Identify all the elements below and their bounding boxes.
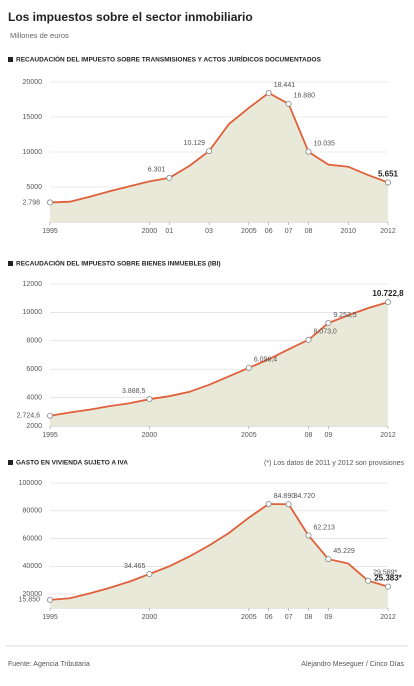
credit: Alejandro Meseguer / Cinco Días	[301, 661, 404, 668]
x-tick-label: 09	[324, 432, 332, 439]
point	[265, 500, 272, 507]
area	[50, 503, 388, 608]
value-label: 84.890	[274, 493, 296, 500]
x-tick-label: 06	[265, 228, 273, 235]
value-label: 62.213	[313, 524, 335, 531]
value-label: 25.383*	[374, 574, 402, 583]
value-label: 16.880	[294, 93, 316, 100]
subtitle: Millones de euros	[10, 31, 69, 40]
y-tick-label: 20000	[23, 79, 43, 86]
y-tick-label: 8000	[26, 338, 42, 345]
value-label: 84.720	[294, 493, 316, 500]
value-label: 29.589*	[373, 570, 397, 577]
x-tick-label: 2012	[380, 614, 396, 621]
value-label: 3.888,5	[122, 388, 145, 395]
value-label: 5.651	[378, 170, 399, 179]
x-tick-label: 08	[305, 432, 313, 439]
x-tick-label: 1995	[42, 614, 58, 621]
point	[285, 501, 292, 508]
value-label: 15.850	[19, 597, 41, 604]
value-label: 2.724,6	[17, 413, 40, 420]
point	[47, 412, 54, 419]
y-tick-label: 20000	[23, 591, 43, 598]
x-tick-label: 03	[205, 228, 213, 235]
point	[265, 89, 272, 96]
x-tick-label: 1995	[42, 432, 58, 439]
y-tick-label: 10000	[23, 149, 43, 156]
value-label: 10.722,8	[372, 289, 404, 298]
point	[365, 577, 372, 584]
source: Fuente: Agencia Tributaria	[8, 661, 90, 668]
line	[49, 91, 389, 204]
point	[305, 148, 312, 155]
value-label: 18.441	[274, 82, 296, 89]
line	[49, 503, 389, 601]
point	[285, 100, 292, 107]
title-marker	[8, 261, 13, 266]
chart-title: GASTO EN VIVIENDA SUJETO A IVA	[16, 460, 128, 467]
point	[305, 532, 312, 539]
x-tick-label: 09	[324, 614, 332, 621]
point	[325, 556, 332, 563]
x-tick-label: 08	[305, 228, 313, 235]
y-tick-label: 2000	[26, 423, 42, 430]
x-tick-label: 2010	[340, 228, 356, 235]
point	[47, 596, 54, 603]
title: Los impuestos sobre el sector inmobiliar…	[8, 10, 253, 24]
value-label: 10.035	[313, 141, 335, 148]
point	[384, 179, 391, 186]
x-tick-label: 2000	[142, 432, 158, 439]
x-tick-label: 2000	[142, 614, 158, 621]
x-tick-label: 2005	[241, 614, 257, 621]
x-tick-label: 07	[285, 228, 293, 235]
note: (*) Los datos de 2011 y 2012 son provisi…	[264, 460, 404, 467]
value-label: 8.073,0	[313, 329, 336, 336]
value-label: 10.129	[184, 140, 206, 147]
chart-title: RECAUDACIÓN DEL IMPUESTO SOBRE BIENES IN…	[16, 259, 221, 268]
title-marker	[8, 57, 13, 62]
line	[49, 301, 389, 417]
x-tick-label: 2005	[241, 432, 257, 439]
point	[166, 174, 173, 181]
y-tick-label: 80000	[23, 508, 43, 515]
point	[325, 320, 332, 327]
y-tick-label: 5000	[26, 184, 42, 191]
x-tick-label: 08	[305, 614, 313, 621]
point	[245, 364, 252, 371]
y-tick-label: 15000	[23, 114, 43, 121]
y-tick-label: 40000	[23, 563, 43, 570]
point	[47, 199, 54, 206]
value-label: 6.301	[148, 167, 166, 174]
x-tick-label: 2012	[380, 432, 396, 439]
x-tick-label: 2005	[241, 228, 257, 235]
area	[50, 92, 388, 223]
y-tick-label: 60000	[23, 535, 43, 542]
y-tick-label: 4000	[26, 394, 42, 401]
point	[146, 571, 153, 578]
area	[50, 302, 388, 426]
point	[384, 583, 391, 590]
chart-title: RECAUDACIÓN DEL IMPUESTO SOBRE TRANSMISI…	[16, 55, 322, 64]
value-label: 2.798	[22, 199, 40, 206]
value-label: 6.096,4	[254, 357, 277, 364]
y-tick-label: 6000	[26, 366, 42, 373]
x-tick-label: 07	[285, 614, 293, 621]
point	[305, 336, 312, 343]
title-marker	[8, 460, 13, 465]
x-tick-label: 01	[165, 228, 173, 235]
x-tick-label: 1995	[42, 228, 58, 235]
point	[206, 148, 213, 155]
x-tick-label: 2012	[380, 228, 396, 235]
y-tick-label: 10000	[23, 309, 43, 316]
point	[384, 299, 391, 306]
x-tick-label: 06	[265, 614, 273, 621]
value-label: 45.229	[333, 548, 355, 555]
y-tick-label: 12000	[23, 281, 43, 288]
x-tick-label: 2000	[142, 228, 158, 235]
point	[146, 396, 153, 403]
value-label: 9.253,5	[333, 312, 356, 319]
y-tick-label: 100000	[19, 480, 42, 487]
value-label: 34.465	[124, 563, 146, 570]
